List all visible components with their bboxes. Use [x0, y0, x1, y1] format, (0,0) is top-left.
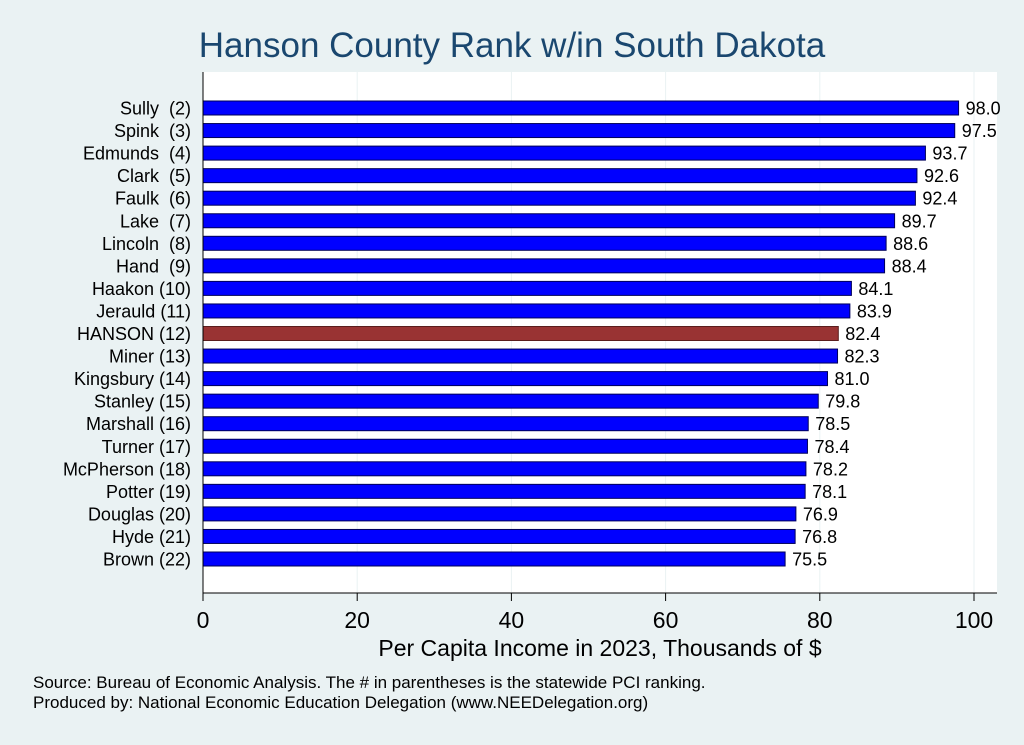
bar: [202, 213, 896, 229]
value-label: 82.3: [845, 347, 880, 367]
value-label: 88.4: [892, 256, 927, 276]
bars: [202, 100, 960, 567]
category-label: Edmunds (4): [83, 144, 191, 164]
category-label: Lincoln (8): [102, 234, 191, 254]
bar: [202, 461, 807, 477]
x-tick-label: 40: [499, 607, 525, 633]
category-label: Kingsbury (14): [74, 369, 191, 389]
value-label: 88.6: [893, 234, 928, 254]
category-label: Spink (3): [114, 121, 191, 141]
bar: [202, 371, 829, 387]
bar: [202, 190, 916, 206]
category-label: McPherson (18): [63, 459, 191, 479]
bar: [202, 348, 839, 364]
value-label: 92.4: [922, 189, 957, 209]
value-label: 78.1: [812, 482, 847, 502]
value-label: 75.5: [792, 550, 827, 570]
x-tick-label: 80: [807, 607, 833, 633]
bar: [202, 100, 960, 116]
category-label: Miner (13): [109, 347, 191, 367]
value-labels: 98.097.5 93.792.6 92.489.7 88.688.4 84.183.9…: [792, 99, 1001, 570]
category-label: Haakon (10): [92, 279, 191, 299]
value-label: 76.8: [802, 527, 837, 547]
value-label: 92.6: [924, 166, 959, 186]
x-axis-label: Per Capita Income in 2023, Thousands of …: [378, 635, 821, 661]
value-label: 84.1: [858, 279, 893, 299]
chart-title: Hanson County Rank w/in South Dakota: [198, 26, 826, 65]
category-label: Stanley (15): [94, 392, 191, 412]
category-label: Jerauld (11): [96, 301, 191, 321]
value-label: 79.8: [825, 392, 860, 412]
category-label: Sully (2): [120, 99, 191, 119]
bar: [202, 528, 796, 544]
category-labels: Sully (2)Spink (3) Edmunds (4)Clark (5) Fa…: [63, 99, 191, 570]
x-tick-label: 60: [653, 607, 679, 633]
category-label: Lake (7): [120, 211, 191, 231]
bar: [202, 235, 887, 251]
x-axis-ticks: 0 20 40 60 80 100: [197, 593, 993, 633]
value-label: 93.7: [932, 144, 967, 164]
value-label: 78.5: [815, 414, 850, 434]
x-tick-label: 100: [955, 607, 993, 633]
value-label: 78.2: [813, 459, 848, 479]
value-label: 89.7: [902, 211, 937, 231]
category-label: Hand (9): [116, 256, 191, 276]
bar: [202, 506, 797, 522]
highlighted-bar: [202, 326, 839, 341]
category-label: Marshall (16): [86, 414, 191, 434]
bar: [202, 123, 956, 139]
value-label: 97.5: [962, 121, 997, 141]
category-label: Hyde (21): [112, 527, 191, 547]
source-note: Source: Bureau of Economic Analysis. The…: [33, 673, 706, 692]
value-label: 81.0: [835, 369, 870, 389]
bar: [202, 438, 808, 454]
value-label: 76.9: [803, 504, 838, 524]
category-label: HANSON (12): [77, 324, 191, 344]
value-label: 83.9: [857, 301, 892, 321]
category-label: Turner (17): [102, 437, 191, 457]
bar: [202, 416, 809, 432]
bar: [202, 168, 918, 184]
value-label: 82.4: [845, 324, 880, 344]
category-label: Faulk (6): [115, 189, 191, 209]
value-label: 78.4: [814, 437, 849, 457]
value-label: 98.0: [966, 99, 1001, 119]
x-tick-label: 0: [197, 607, 210, 633]
x-tick-label: 20: [344, 607, 370, 633]
chart-notes: Source: Bureau of Economic Analysis. The…: [33, 673, 706, 713]
bar: [202, 280, 852, 296]
bar: [202, 145, 926, 161]
category-label: Potter (19): [106, 482, 191, 502]
bar: [202, 258, 886, 274]
category-label: Clark (5): [117, 166, 191, 186]
category-label: Brown (22): [103, 550, 191, 570]
bar: [202, 551, 786, 567]
bar: [202, 483, 806, 499]
bar: [202, 393, 819, 409]
produced-by-note: Produced by: National Economic Education…: [33, 693, 649, 712]
bar: [202, 303, 851, 319]
category-label: Douglas (20): [88, 504, 191, 524]
